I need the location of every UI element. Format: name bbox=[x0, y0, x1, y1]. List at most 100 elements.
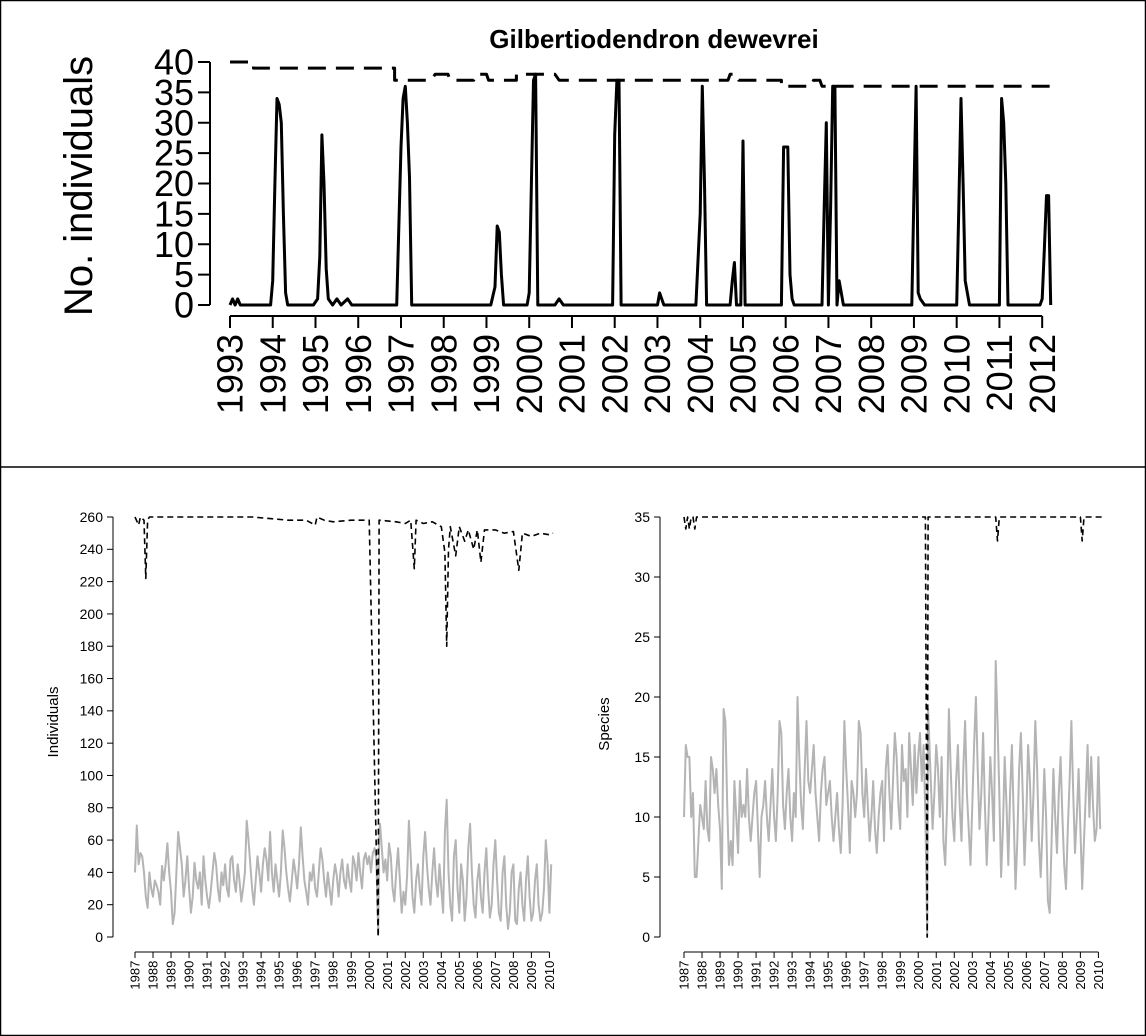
y-tick-label: 200 bbox=[80, 606, 104, 622]
x-tick-label: 1998 bbox=[423, 334, 464, 414]
y-tick-label: 260 bbox=[80, 509, 104, 525]
x-tick-label: 2004 bbox=[434, 961, 449, 990]
x-tick-label: 2009 bbox=[524, 961, 539, 990]
x-tick-label: 2010 bbox=[1091, 961, 1106, 990]
x-axis: 1993 1994 1995 1996 1997 1998 1999 2000 2001 2002… bbox=[210, 315, 1063, 414]
x-tick-label: 2001 bbox=[929, 961, 944, 990]
x-tick-label: 2004 bbox=[983, 961, 998, 990]
y-tick-label: 35 bbox=[634, 509, 650, 525]
plot-area bbox=[134, 516, 554, 938]
x-axis: 1987 1988 1989 1990 1991 1992 1993 1994 1995 1996… bbox=[128, 951, 557, 990]
x-tick-label: 2005 bbox=[452, 961, 467, 990]
x-tick-label: 1999 bbox=[344, 961, 359, 990]
x-tick-label: 1995 bbox=[295, 334, 336, 414]
x-tick-label: 1988 bbox=[695, 961, 710, 990]
y-tick-label: 160 bbox=[80, 670, 104, 686]
x-tick-label: 1993 bbox=[236, 961, 251, 990]
x-tick-label: 1996 bbox=[338, 334, 379, 414]
x-tick-label: 1993 bbox=[210, 334, 251, 414]
y-tick-label: 20 bbox=[634, 689, 650, 705]
x-tick-label: 1998 bbox=[326, 961, 341, 990]
y-axis-label: Individuals bbox=[45, 687, 62, 758]
x-tick-label: 2002 bbox=[594, 334, 635, 414]
y-tick-label: 25 bbox=[634, 629, 650, 645]
y-tick-label: 100 bbox=[80, 767, 104, 783]
x-tick-label: 2006 bbox=[765, 334, 806, 414]
chart-title: Gilbertiodendron dewevrei bbox=[489, 24, 818, 54]
y-tick-label: 10 bbox=[154, 224, 194, 265]
x-tick-label: 2008 bbox=[851, 334, 892, 414]
y-tick-label: 30 bbox=[634, 569, 650, 585]
x-tick-label: 1998 bbox=[875, 961, 890, 990]
x-tick-label: 2001 bbox=[552, 334, 593, 414]
x-tick-label: 2007 bbox=[808, 334, 849, 414]
x-tick-label: 1990 bbox=[731, 961, 746, 990]
x-tick-label: 2008 bbox=[1055, 961, 1070, 990]
y-tick-label: 80 bbox=[87, 800, 103, 816]
x-tick-label: 1994 bbox=[252, 334, 293, 414]
series-line-solid bbox=[228, 72, 1053, 307]
y-axis-label: No. individuals bbox=[57, 56, 101, 316]
plot-area bbox=[228, 60, 1055, 307]
y-tick-label: 15 bbox=[634, 749, 650, 765]
x-tick-label: 1994 bbox=[803, 961, 818, 990]
x-tick-label: 2009 bbox=[894, 334, 935, 414]
y-tick-label: 10 bbox=[634, 809, 650, 825]
x-tick-label: 1997 bbox=[308, 961, 323, 990]
x-tick-label: 2004 bbox=[680, 334, 721, 414]
x-tick-label: 1999 bbox=[466, 334, 507, 414]
y-tick-label: 40 bbox=[154, 42, 194, 83]
x-axis: 1987 1988 1989 1990 1991 1992 1993 1994 1995 1996… bbox=[677, 951, 1106, 990]
x-tick-label: 2000 bbox=[362, 961, 377, 990]
y-tick-label: 240 bbox=[80, 541, 104, 557]
y-tick-label: 0 bbox=[95, 929, 103, 945]
y-tick-label: 5 bbox=[174, 254, 194, 295]
x-tick-label: 2006 bbox=[1019, 961, 1034, 990]
x-tick-label: 2009 bbox=[1073, 961, 1088, 990]
y-tick-label: 5 bbox=[642, 869, 650, 885]
x-tick-label: 1991 bbox=[749, 961, 764, 990]
y-axis-label: Species bbox=[596, 697, 613, 750]
x-tick-label: 2002 bbox=[947, 961, 962, 990]
x-tick-label: 1990 bbox=[182, 961, 197, 990]
series-line-dashed bbox=[134, 516, 554, 938]
y-axis: 0 5 10 15 20 25 30 35 bbox=[634, 509, 661, 945]
y-tick-label: 20 bbox=[87, 897, 103, 913]
series-line-dashed bbox=[230, 60, 1055, 88]
x-tick-label: 2003 bbox=[637, 334, 678, 414]
x-tick-label: 2007 bbox=[1037, 961, 1052, 990]
y-tick-label: 40 bbox=[87, 864, 103, 880]
x-tick-label: 2005 bbox=[723, 334, 764, 414]
y-tick-label: 20 bbox=[154, 163, 194, 204]
x-tick-label: 1989 bbox=[713, 961, 728, 990]
x-tick-label: 2000 bbox=[509, 334, 550, 414]
x-tick-label: 1988 bbox=[146, 961, 161, 990]
x-tick-label: 1995 bbox=[821, 961, 836, 990]
x-tick-label: 1991 bbox=[200, 961, 215, 990]
y-tick-label: 0 bbox=[174, 285, 194, 326]
x-tick-label: 1999 bbox=[893, 961, 908, 990]
x-tick-label: 2003 bbox=[965, 961, 980, 990]
series-line-solid bbox=[683, 660, 1102, 938]
x-tick-label: 2002 bbox=[398, 961, 413, 990]
x-tick-label: 2003 bbox=[416, 961, 431, 990]
chart-individuals: Individuals 0204060801001201401601802002… bbox=[45, 509, 557, 990]
x-tick-label: 1996 bbox=[290, 961, 305, 990]
x-tick-label: 1994 bbox=[254, 961, 269, 990]
y-tick-label: 15 bbox=[154, 193, 194, 234]
x-tick-label: 1987 bbox=[128, 961, 143, 990]
x-tick-label: 2010 bbox=[936, 334, 977, 414]
y-tick-label: 180 bbox=[80, 638, 104, 654]
x-tick-label: 1997 bbox=[857, 961, 872, 990]
x-tick-label: 2011 bbox=[979, 334, 1020, 411]
y-tick-label: 220 bbox=[80, 574, 104, 590]
y-tick-label: 140 bbox=[80, 703, 104, 719]
x-tick-label: 1992 bbox=[767, 961, 782, 990]
x-tick-label: 2001 bbox=[380, 961, 395, 990]
y-tick-label: 25 bbox=[154, 133, 194, 174]
x-tick-label: 1993 bbox=[785, 961, 800, 990]
y-axis: 0 20 40 60 80 100 120 140 160 180 200 220 240 260 bbox=[80, 509, 114, 945]
x-tick-label: 1995 bbox=[272, 961, 287, 990]
x-tick-label: 2012 bbox=[1022, 334, 1063, 414]
